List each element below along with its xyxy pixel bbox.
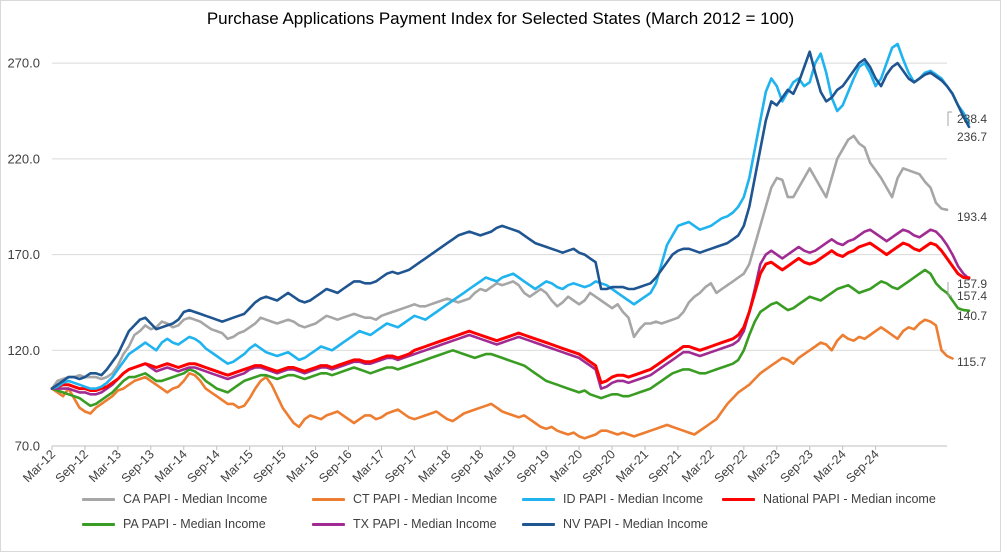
leader-line (947, 282, 952, 297)
x-tick-label: Mar-24 (811, 447, 849, 485)
y-tick-label: 120.0 (7, 343, 40, 358)
x-tick-label: Mar-16 (284, 447, 322, 485)
series-line-pa (50, 268, 971, 408)
x-tick-label: Mar-22 (679, 447, 717, 485)
end-value-label: 238.4 (957, 112, 987, 126)
legend-item: National PAPI - Median income (722, 492, 936, 506)
x-tick-label: Mar-14 (152, 447, 190, 485)
legend-item: CA PAPI - Median Income (82, 492, 267, 506)
x-tick-label: Sep-17 (382, 447, 420, 485)
x-tick-label: Mar-17 (350, 447, 388, 485)
y-axis: 70.0 120.0 170.0 220.0 270.0 (7, 56, 40, 454)
legend-item: CT PAPI - Median Income (312, 492, 497, 506)
end-value-label: 236.7 (957, 130, 987, 144)
y-tick-label: 220.0 (7, 151, 40, 166)
x-tick-label: Sep-23 (777, 447, 815, 485)
series-line-ca (50, 134, 949, 390)
x-tick-label: Mar-20 (547, 447, 585, 485)
x-tick-label: Mar-21 (613, 447, 651, 485)
series-line-ct (50, 318, 954, 440)
x-tick-label: Sep-22 (712, 447, 750, 485)
legend-label: NV PAPI - Median Income (563, 517, 708, 531)
x-tick-label: Sep-20 (580, 447, 618, 485)
legend-label: CT PAPI - Median Income (353, 492, 498, 506)
legend-swatch (722, 497, 755, 501)
x-tick-label: Sep-15 (250, 447, 288, 485)
x-tick-label: Sep-12 (53, 447, 91, 485)
x-tick-label: Sep-19 (514, 447, 552, 485)
end-value-label: 157.9 (957, 277, 987, 291)
series-line-nv (50, 50, 971, 390)
x-tick-label: Mar-13 (86, 447, 124, 485)
x-tick-label: Mar-23 (745, 447, 783, 485)
x-tick-label: Sep-14 (184, 447, 222, 485)
y-tick-label: 170.0 (7, 247, 40, 262)
legend-label: CA PAPI - Median Income (123, 492, 268, 506)
x-tick-label: Sep-18 (448, 447, 486, 485)
legend-swatch (522, 522, 555, 526)
series-line-id (50, 42, 971, 390)
x-tick-label: Mar-15 (218, 447, 256, 485)
gridlines (52, 62, 947, 447)
legend-label: TX PAPI - Median Income (353, 517, 497, 531)
legend-label: National PAPI - Median income (763, 492, 936, 506)
legend-swatch (312, 497, 345, 501)
legend-swatch (82, 497, 115, 501)
legend-label: ID PAPI - Median Income (563, 492, 704, 506)
legend-item: PA PAPI - Median Income (82, 517, 266, 531)
x-tick-label: Sep-21 (646, 447, 684, 485)
y-tick-label: 70.0 (15, 439, 40, 454)
legend-label: PA PAPI - Median Income (123, 517, 266, 531)
series-lines (50, 42, 971, 440)
legend-swatch (312, 522, 345, 526)
end-value-label: 157.4 (957, 289, 987, 303)
x-tick-label: Sep-16 (316, 447, 354, 485)
x-axis: Mar-12Sep-12Mar-13Sep-13Mar-14Sep-14Mar-… (20, 445, 947, 486)
end-value-label: 193.4 (957, 210, 987, 224)
end-value-label: 115.7 (957, 355, 986, 369)
legend-item: NV PAPI - Median Income (522, 517, 708, 531)
x-tick-label: Sep-13 (119, 447, 157, 485)
series-line-tx (50, 228, 971, 396)
x-tick-label: Mar-19 (481, 447, 519, 485)
legend-item: ID PAPI - Median Income (522, 492, 703, 506)
legend-item: TX PAPI - Median Income (312, 517, 497, 531)
series-line-national (50, 241, 971, 392)
y-tick-label: 270.0 (7, 56, 40, 71)
end-value-label: 140.7 (957, 309, 987, 323)
legend-swatch (82, 522, 115, 526)
end-labels: 193.4 115.7 238.4 157.9 140.7 157.4 236.7 (947, 111, 987, 369)
chart-title: Purchase Applications Payment Index for … (206, 9, 795, 28)
x-tick-label: Sep-24 (843, 447, 881, 485)
legend-swatch (522, 497, 555, 501)
leader-line (947, 111, 952, 126)
x-tick-label: Mar-18 (416, 447, 454, 485)
